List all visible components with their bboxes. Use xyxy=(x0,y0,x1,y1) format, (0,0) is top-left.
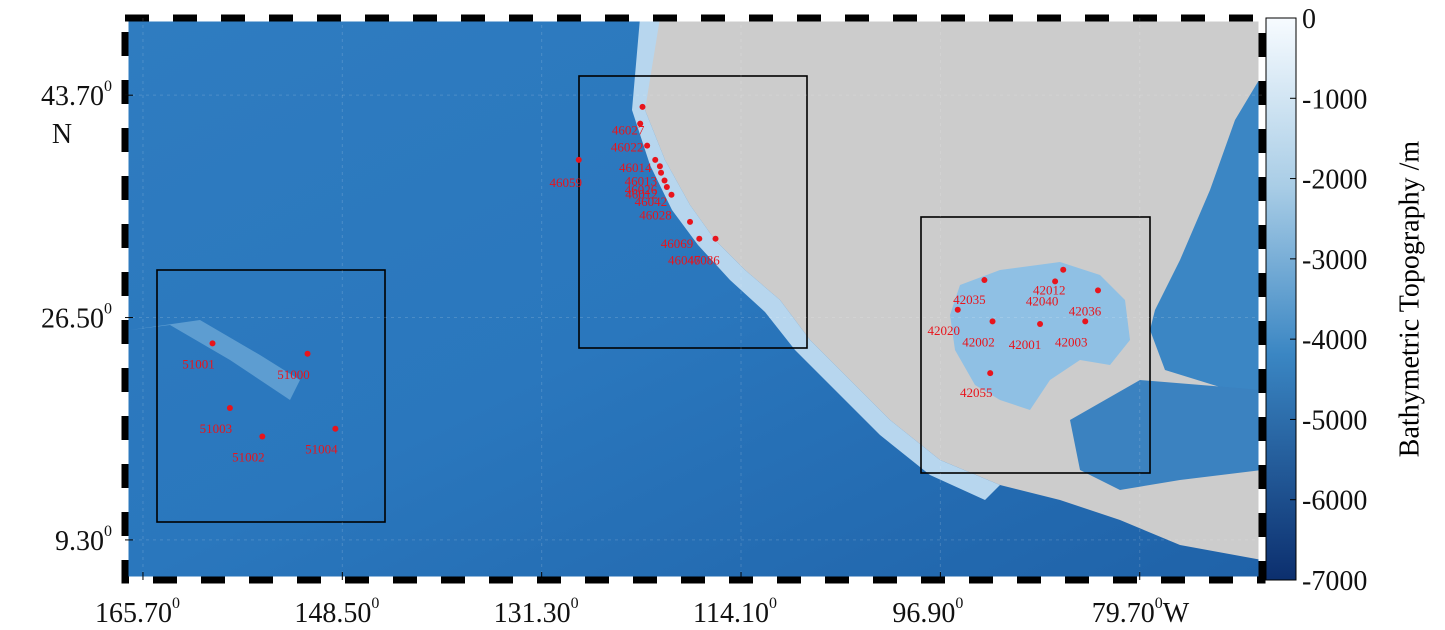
buoy-label: 51002 xyxy=(232,449,265,464)
colorbar xyxy=(1266,18,1296,580)
buoy xyxy=(227,405,233,411)
buoy xyxy=(990,318,996,324)
tick-number: 26.50 xyxy=(41,304,104,335)
buoy xyxy=(658,170,664,176)
colorbar-tick-label: -1000 xyxy=(1302,84,1367,115)
x-tick-label: 131.300 xyxy=(494,595,579,629)
buoy-label: 46027 xyxy=(612,123,645,138)
buoy xyxy=(687,219,693,225)
degree-mark: 0 xyxy=(172,595,180,612)
buoy xyxy=(662,178,668,184)
degree-mark: 0 xyxy=(1155,595,1163,612)
buoy xyxy=(576,157,582,163)
colorbar-tick-label: -7000 xyxy=(1302,566,1367,597)
buoy-label: 51001 xyxy=(182,356,215,371)
buoy-label: 42012 xyxy=(1033,283,1066,298)
colorbar-tick-label: -2000 xyxy=(1302,165,1367,196)
buoy xyxy=(305,351,311,357)
buoy xyxy=(1060,267,1066,273)
y-tick-label: 43.700 xyxy=(41,78,112,112)
tick-number: 79.70 xyxy=(1092,598,1155,629)
colorbar-tick-label: -5000 xyxy=(1302,405,1367,436)
tick-number: 165.70 xyxy=(95,598,172,629)
colorbar-tick-label: -4000 xyxy=(1302,325,1367,356)
y-tick-label: 9.300 xyxy=(55,523,112,557)
x-tick-label: 79.700W xyxy=(1092,595,1190,629)
colorbar-tick-label: -6000 xyxy=(1302,486,1367,517)
tick-number: 114.10 xyxy=(693,598,769,629)
buoy-label: 46059 xyxy=(550,175,583,190)
degree-mark: 0 xyxy=(769,595,777,612)
tick-number: 9.30 xyxy=(55,526,104,557)
basemap xyxy=(125,18,1262,580)
buoy xyxy=(1082,318,1088,324)
tick-number: 43.70 xyxy=(41,81,104,112)
buoy xyxy=(1095,287,1101,293)
degree-mark: 0 xyxy=(104,301,112,318)
degree-mark: 0 xyxy=(955,595,963,612)
buoy-label: 46028 xyxy=(639,208,672,223)
buoy xyxy=(332,426,338,432)
degree-mark: 0 xyxy=(104,523,112,540)
x-tick-label: 114.100 xyxy=(693,595,777,629)
buoy-label: 42002 xyxy=(962,334,995,349)
buoy-label: 51000 xyxy=(277,367,310,382)
x-tick-label: 165.700 xyxy=(95,595,180,629)
buoy xyxy=(210,340,216,346)
buoy-label: 51004 xyxy=(305,442,338,457)
figure: Bathymetric Topography /m 165.700148.500… xyxy=(0,0,1445,630)
tick-number: 148.50 xyxy=(294,598,371,629)
buoy-label: 42003 xyxy=(1055,334,1088,349)
buoy xyxy=(657,163,663,169)
buoy xyxy=(696,236,702,242)
tick-number: 131.30 xyxy=(494,598,571,629)
buoy xyxy=(668,192,674,198)
x-tick-label: 148.500 xyxy=(294,595,379,629)
colorbar-label: Bathymetric Topography /m xyxy=(1394,141,1425,458)
buoy-label: 46086 xyxy=(687,253,720,268)
buoy-label: 42035 xyxy=(953,292,986,307)
buoy xyxy=(644,143,650,149)
x-tick-label: 96.900 xyxy=(892,595,963,629)
hemisphere: W xyxy=(1163,598,1190,629)
buoy xyxy=(259,433,265,439)
buoy-label: 42020 xyxy=(928,323,961,338)
buoy xyxy=(640,104,646,110)
degree-mark: 0 xyxy=(104,78,112,95)
buoy xyxy=(713,236,719,242)
hemisphere: N xyxy=(52,119,72,150)
buoy-label: 46042 xyxy=(635,194,668,209)
colorbar-tick-label: 0 xyxy=(1302,4,1316,35)
buoy xyxy=(955,307,961,313)
buoy-label: 42055 xyxy=(960,385,993,400)
buoy xyxy=(652,157,658,163)
degree-mark: 0 xyxy=(571,595,579,612)
buoy-label: 42001 xyxy=(1009,337,1042,352)
buoy xyxy=(664,184,670,190)
buoy-label: 46022 xyxy=(611,140,644,155)
degree-mark: 0 xyxy=(371,595,379,612)
y-tick-label: 26.500 xyxy=(41,301,112,335)
tick-number: 96.90 xyxy=(892,598,955,629)
buoy-label: 46069 xyxy=(661,236,694,251)
buoy-label: 51003 xyxy=(200,421,233,436)
colorbar-tick-label: -3000 xyxy=(1302,245,1367,276)
buoy xyxy=(1037,321,1043,327)
buoy xyxy=(981,277,987,283)
buoy xyxy=(987,370,993,376)
buoy-label: 42036 xyxy=(1069,303,1102,318)
